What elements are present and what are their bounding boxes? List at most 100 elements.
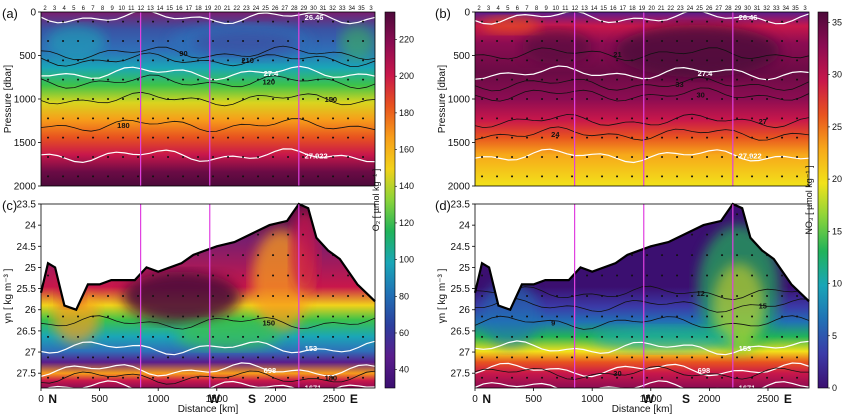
sample-dot [77,98,80,100]
sample-dot [526,376,529,379]
sample-dot [257,20,260,23]
sample-dot [511,295,514,297]
sample-dot [586,335,589,338]
sample-dot [362,376,365,379]
sample-dot [182,78,185,81]
sample-dot [302,136,305,139]
sample-dot [511,356,514,359]
sample-dot [362,98,365,100]
sample-dot [571,335,574,338]
sample-dot [257,315,260,318]
sample-dot [167,117,170,120]
sample-dot [541,175,544,178]
sample-dot [122,175,125,178]
sample-dot [272,213,275,216]
y-tick-label: 26 [459,305,471,316]
sample-dot [556,213,559,216]
sample-dot [227,233,230,236]
sample-dot [676,233,679,236]
sample-dot [257,59,260,62]
sample-dot [691,295,694,297]
sample-dot [212,40,215,42]
sample-dot [706,40,709,42]
sample-dot [736,98,739,100]
sample-dot [257,376,260,379]
sample-dot [751,117,754,120]
sample-dot [47,356,50,359]
station-label: 24 [687,6,694,12]
sample-dot [571,59,574,62]
x-tick-label: 1500 [640,394,663,405]
sample-dot [751,233,754,236]
station-label: 21 [224,6,231,12]
sample-dot [736,213,739,216]
sample-dot [676,254,679,257]
sample-dot [197,295,200,297]
sample-dot [272,335,275,338]
sample-dot [317,175,320,178]
contour-label: 27.922 [739,152,762,161]
y-tick-label: 25.5 [17,284,37,295]
sample-dot [182,136,185,139]
sample-dot [152,156,155,158]
sample-dot [302,98,305,100]
sample-dot [122,78,125,81]
sample-dot [571,254,574,257]
sample-dot [751,78,754,81]
sample-dot [601,40,604,42]
sample-dot [646,136,649,139]
sample-dot [541,335,544,338]
sample-dot [766,274,769,277]
sample-dot [736,175,739,178]
field-feature [52,292,100,344]
sample-dot [661,295,664,297]
panel-label: (b) [435,6,451,21]
sample-dot [586,315,589,318]
sample-dot [706,335,709,338]
sample-dot [571,98,574,100]
sample-dot [766,78,769,81]
sample-dot [362,213,365,216]
sample-dot [796,40,799,42]
sample-dot [751,98,754,100]
contour-label: 33 [675,80,683,89]
sample-dot [631,175,634,178]
panel-label: (d) [435,198,451,213]
sample-dot [541,274,544,277]
station-label: 34 [348,6,355,12]
sample-dot [556,117,559,120]
sample-dot [347,315,350,318]
sample-dot [781,40,784,42]
sample-dot [287,59,290,62]
station-label: 15 [600,6,607,12]
contour-line [475,126,809,141]
sample-dot [511,20,514,23]
sample-dot [122,274,125,277]
sample-dot [287,136,290,139]
sample-dot [586,98,589,100]
sample-dot [496,356,499,359]
sample-dot [616,156,619,158]
station-label: 4 [63,6,67,12]
sample-dot [526,213,529,216]
sample-dot [781,335,784,338]
sample-dot [781,136,784,139]
sample-dot [362,156,365,158]
sample-dot [317,376,320,379]
sample-dot [571,117,574,120]
sample-dot [47,78,50,81]
sample-dot [781,376,784,379]
contour-line [475,340,809,356]
sample-dot [706,213,709,216]
sample-dot [616,295,619,297]
sample-dot [661,335,664,338]
sample-dot [586,356,589,359]
sample-dot [571,156,574,158]
sample-dot [661,78,664,81]
sample-dot [646,59,649,62]
station-label: 24 [253,6,260,12]
sample-dot [706,78,709,81]
station-label: 19 [205,6,212,12]
sample-dot [167,156,170,158]
station-label: 25 [262,6,269,12]
